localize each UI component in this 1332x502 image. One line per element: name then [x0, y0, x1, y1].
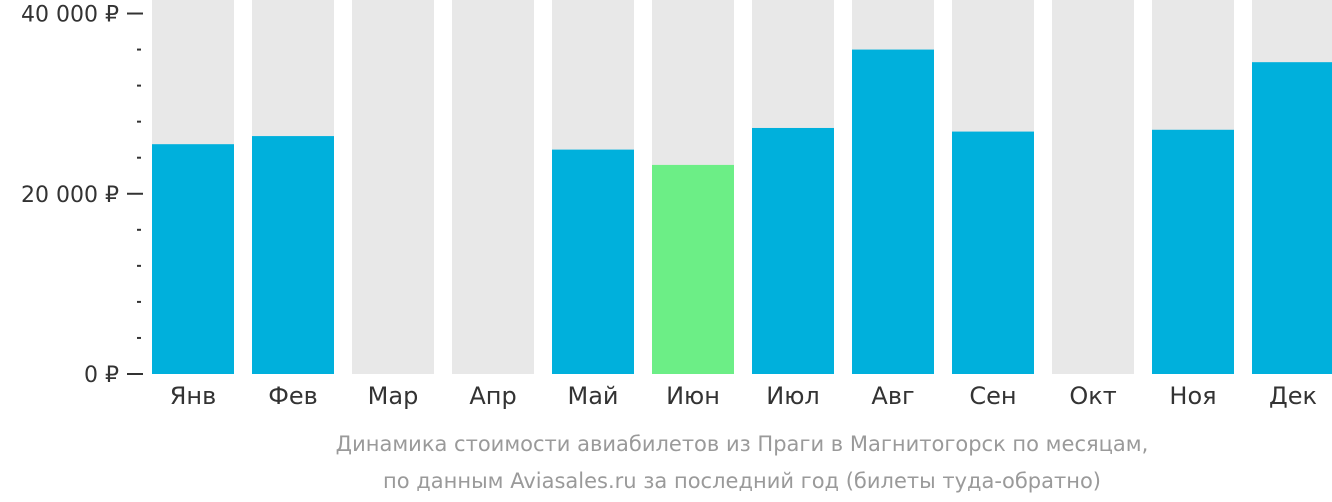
bar-11[interactable]	[1152, 129, 1234, 374]
bar-12[interactable]	[1252, 62, 1332, 374]
x-tick-label: Дек	[1269, 382, 1317, 410]
y-tick-label: 40 000 ₽	[21, 3, 119, 28]
bar-1[interactable]	[152, 144, 234, 374]
bar-8[interactable]	[852, 49, 934, 375]
bar-5[interactable]	[552, 149, 634, 374]
x-tick-label: Авг	[871, 382, 914, 410]
x-tick-label: Окт	[1069, 382, 1116, 410]
background-column	[352, 0, 434, 374]
bar-2[interactable]	[252, 136, 334, 374]
x-tick-label: Фев	[268, 382, 318, 410]
caption-line-2: по данным Aviasales.ru за последний год …	[383, 469, 1101, 493]
x-tick-label: Июн	[666, 382, 720, 410]
bars	[152, 49, 1332, 375]
x-tick-label: Янв	[170, 382, 217, 410]
bar-9[interactable]	[952, 131, 1034, 374]
x-tick-label: Сен	[969, 382, 1016, 410]
x-tick-label: Апр	[469, 382, 516, 410]
background-column	[452, 0, 534, 374]
x-tick-label: Мар	[368, 382, 419, 410]
x-axis-labels: Янв Фев Мар Апр Май Июн Июл Авг Сен Окт Ноя Дек	[170, 382, 1317, 410]
y-tick-label: 0 ₽	[84, 363, 119, 388]
bar-6[interactable]	[652, 164, 734, 374]
caption-line-1: Динамика стоимости авиабилетов из Праги …	[336, 432, 1149, 456]
x-tick-label: Май	[567, 382, 618, 410]
y-axis: 0 ₽ 20 000 ₽ 40 000 ₽	[21, 3, 143, 388]
y-tick-label: 20 000 ₽	[21, 183, 119, 208]
bar-7[interactable]	[752, 127, 834, 374]
x-tick-label: Ноя	[1169, 382, 1216, 410]
x-tick-label: Июл	[766, 382, 820, 410]
background-column	[1052, 0, 1134, 374]
